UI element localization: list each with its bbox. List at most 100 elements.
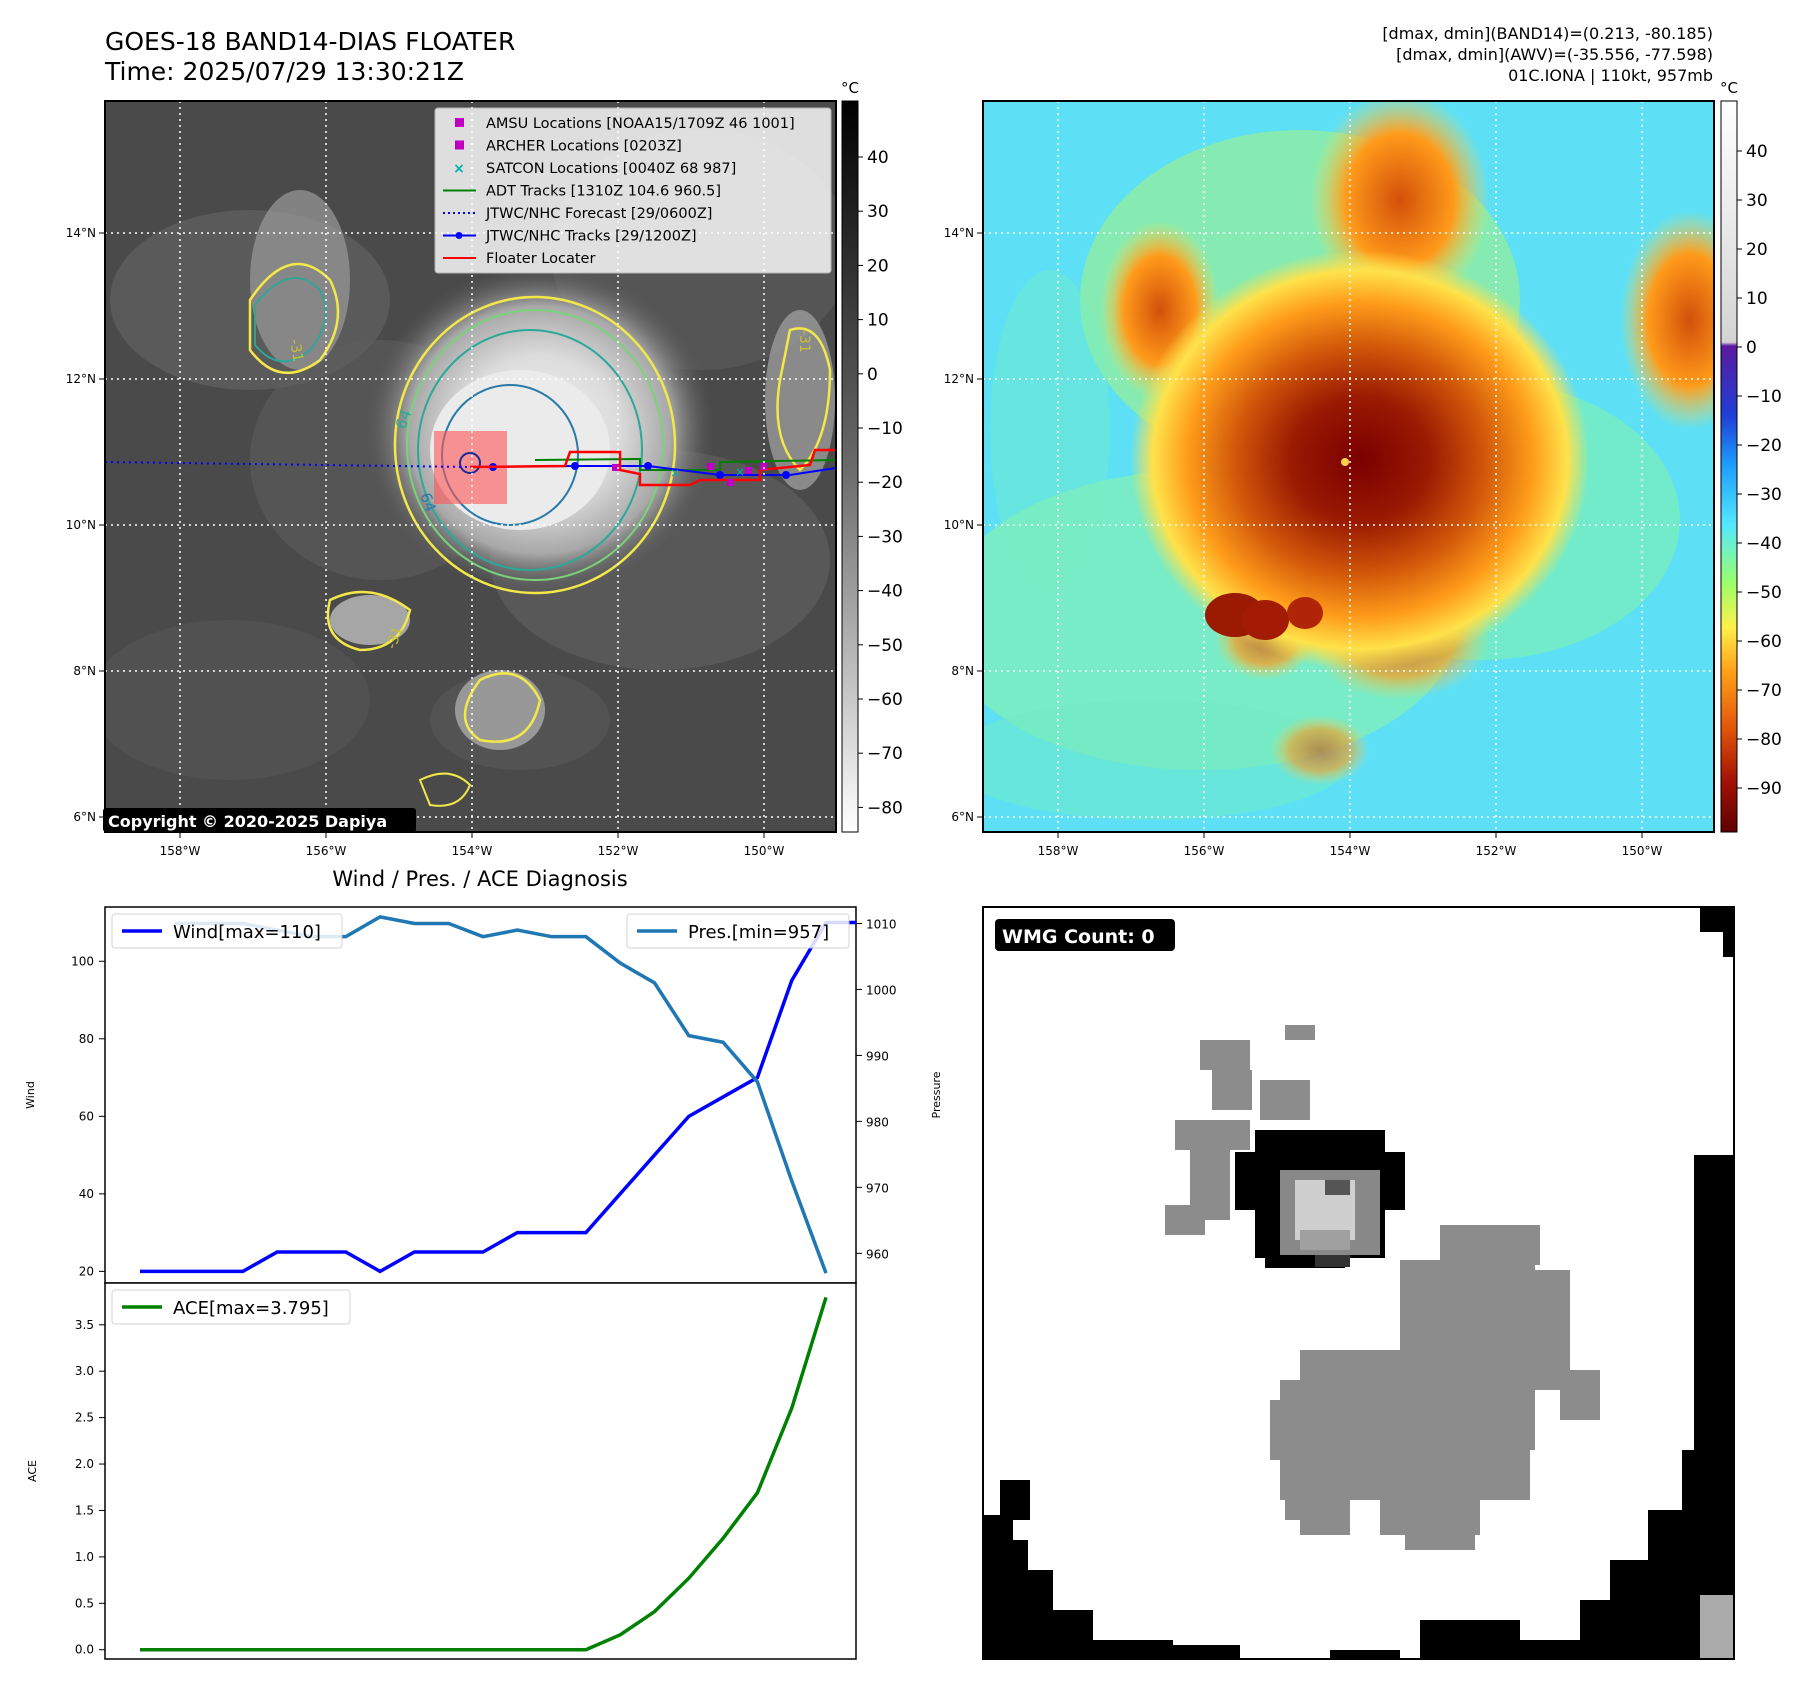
colorbar-tick-label: 30 [1746, 191, 1768, 211]
wmg-pixel-block [1500, 1640, 1590, 1659]
ir-legend-label: JTWC/NHC Tracks [29/1200Z] [485, 229, 697, 245]
ir-legend-item: ADT Tracks [1310Z 104.6 960.5] [443, 184, 721, 200]
ir-contour-label: 64 [416, 490, 439, 514]
wind-tick-label: 80 [79, 1032, 94, 1046]
wind-tick-label: 40 [79, 1187, 94, 1201]
ir-legend-label: Floater Locater [486, 251, 595, 267]
ace-tick-label: 1.0 [75, 1550, 94, 1564]
pressure-tick-label: 1010 [866, 917, 897, 931]
lat-tick-label: 14°N [66, 226, 96, 240]
colorbar-tick-label: −10 [1746, 387, 1782, 407]
figure-time: Time: 2025/07/29 13:30:21Z [104, 57, 464, 86]
colorbar-tick-label: −20 [867, 473, 903, 493]
wv-axis-ticks: 158°W 156°W 154°W 152°W 150°W 14°N 12°N 10°N 8°N… [944, 226, 1663, 858]
lon-tick-label: 154°W [1330, 844, 1371, 858]
pressure-tick-label: 960 [866, 1247, 889, 1261]
pressure-tick-label: 980 [866, 1115, 889, 1129]
ace-axis-label: ACE [26, 1460, 39, 1482]
ir-legend-label: SATCON Locations [0040Z 68 987] [486, 161, 736, 177]
ir-legend-item: JTWC/NHC Tracks [29/1200Z] [443, 229, 697, 245]
lat-tick-label: 8°N [951, 664, 974, 678]
colorbar-tick-label: 20 [867, 256, 889, 276]
lon-tick-label: 152°W [598, 844, 639, 858]
ir-axis-ticks: 158°W 156°W 154°W 152°W 150°W 14°N 12°N 10°N 8°N… [66, 226, 785, 858]
svg-text:×: × [670, 466, 680, 480]
wind-series-line [140, 920, 856, 1274]
lat-tick-label: 8°N [73, 664, 96, 678]
wind-axis-label: Wind [24, 1081, 37, 1109]
wind-legend-label: Wind[max=110] [173, 922, 321, 943]
wv-colorbar: °C 40 30 20 10 0 −10 −20 −30 −40 −50 −60 −70 −80 −90 [1720, 79, 1782, 833]
ir-legend-item: JTWC/NHC Forecast [29/0600Z] [443, 206, 712, 222]
info-awv-range: [dmax, dmin](AWV)=(-35.556, -77.598) [1396, 45, 1713, 64]
lon-tick-label: 158°W [160, 844, 201, 858]
colorbar-tick-label: 40 [1746, 142, 1768, 162]
pressure-tick-label: 970 [866, 1181, 889, 1195]
wmg-pixel-block [1315, 1255, 1350, 1267]
lon-tick-label: 150°W [744, 844, 785, 858]
wind-tick-label: 20 [79, 1264, 94, 1278]
wind-pressure-plot: 20 40 60 80 100 960 970 980 990 1000 1010 Wind Pre… [24, 906, 943, 1284]
wv-gridlines [983, 101, 1714, 832]
colorbar-tick-label: −40 [1746, 534, 1782, 554]
ir-legend-label: ADT Tracks [1310Z 104.6 960.5] [486, 184, 721, 200]
ace-tick-label: 3.5 [75, 1318, 94, 1332]
ir-contour-label: -31 [384, 624, 407, 651]
colorbar-tick-label: −30 [867, 527, 903, 547]
ir-legend-item: Floater Locater [443, 251, 595, 267]
colorbar-tick-label: 30 [867, 202, 889, 222]
colorbar-tick-label: 20 [1746, 240, 1768, 260]
wmg-pixel-block [1200, 1040, 1250, 1070]
lat-tick-label: 10°N [944, 518, 974, 532]
ace-tick-label: 2.0 [75, 1457, 94, 1471]
lat-tick-label: 10°N [66, 518, 96, 532]
lat-tick-label: 12°N [66, 372, 96, 386]
wmg-pixel-block [1723, 932, 1734, 957]
wmg-pixel-block [1285, 1025, 1315, 1040]
ir-colorbar: °C 40 30 20 10 0 −10 −20 −30 −40 −50 −60 −70 −80 [841, 79, 903, 833]
wmg-pixel-block [1212, 1070, 1252, 1110]
colorbar-tick-label: −80 [867, 798, 903, 818]
wmg-pixel-block [1265, 1258, 1345, 1268]
pressure-legend-label: Pres.[min=957] [688, 922, 829, 943]
colorbar-tick-label: 10 [1746, 289, 1768, 309]
ir-contour-label: -31 [286, 338, 306, 363]
colorbar-tick-label: −30 [1746, 485, 1782, 505]
figure-title: GOES-18 BAND14-DIAS FLOATER [105, 27, 515, 56]
info-band14-range: [dmax, dmin](BAND14)=(0.213, -80.185) [1382, 24, 1713, 43]
ir-contour-label: -31 [796, 330, 812, 353]
pressure-axis-label: Pressure [930, 1071, 943, 1118]
ir-legend-label: ARCHER Locations [0203Z] [486, 139, 682, 155]
wind-legend: Wind[max=110] [111, 913, 343, 949]
wmg-pixel-block [1285, 1480, 1325, 1520]
colorbar-tick-label: −40 [867, 582, 903, 602]
svg-text:×: × [453, 161, 465, 177]
lat-tick-label: 14°N [944, 226, 974, 240]
wind-tick-label: 60 [79, 1109, 94, 1123]
wmg-pixel-block [1175, 1120, 1250, 1150]
ir-legend: AMSU Locations [NOAA15/1709Z 46 1001] ARC… [434, 107, 832, 274]
wmg-pixel-block [1405, 1530, 1475, 1550]
wmg-pixel-block [1700, 907, 1734, 932]
ir-legend-label: JTWC/NHC Forecast [29/0600Z] [485, 206, 712, 222]
ir-legend-item: ARCHER Locations [0203Z] [455, 139, 682, 155]
wmg-pixel-block [1165, 1205, 1205, 1235]
lon-tick-label: 150°W [1622, 844, 1663, 858]
wind-tick-label: 100 [71, 954, 94, 968]
ace-plot: 0.0 0.5 1.0 1.5 2.0 2.5 3.0 3.5 ACE ACE[max=3.7… [26, 1282, 857, 1660]
lat-tick-label: 6°N [951, 810, 974, 824]
ir-colorbar-unit: °C [841, 79, 859, 97]
wmg-pixel-block [1255, 1130, 1385, 1152]
colorbar-tick-label: −80 [1746, 730, 1782, 750]
wmg-pixel-block [1060, 1650, 1150, 1659]
wmg-panel: WMG Count: 0 [982, 906, 1735, 1660]
colorbar-tick-label: 0 [1746, 338, 1757, 358]
lon-tick-label: 156°W [1184, 844, 1225, 858]
copyright-label: Copyright © 2020-2025 Dapiya [108, 812, 387, 831]
ace-tick-label: 0.5 [75, 1596, 94, 1610]
svg-text:×: × [735, 465, 745, 479]
ace-tick-label: 3.0 [75, 1364, 94, 1378]
ir-legend-label: AMSU Locations [NOAA15/1709Z 46 1001] [486, 116, 795, 132]
colorbar-tick-label: −10 [867, 419, 903, 439]
